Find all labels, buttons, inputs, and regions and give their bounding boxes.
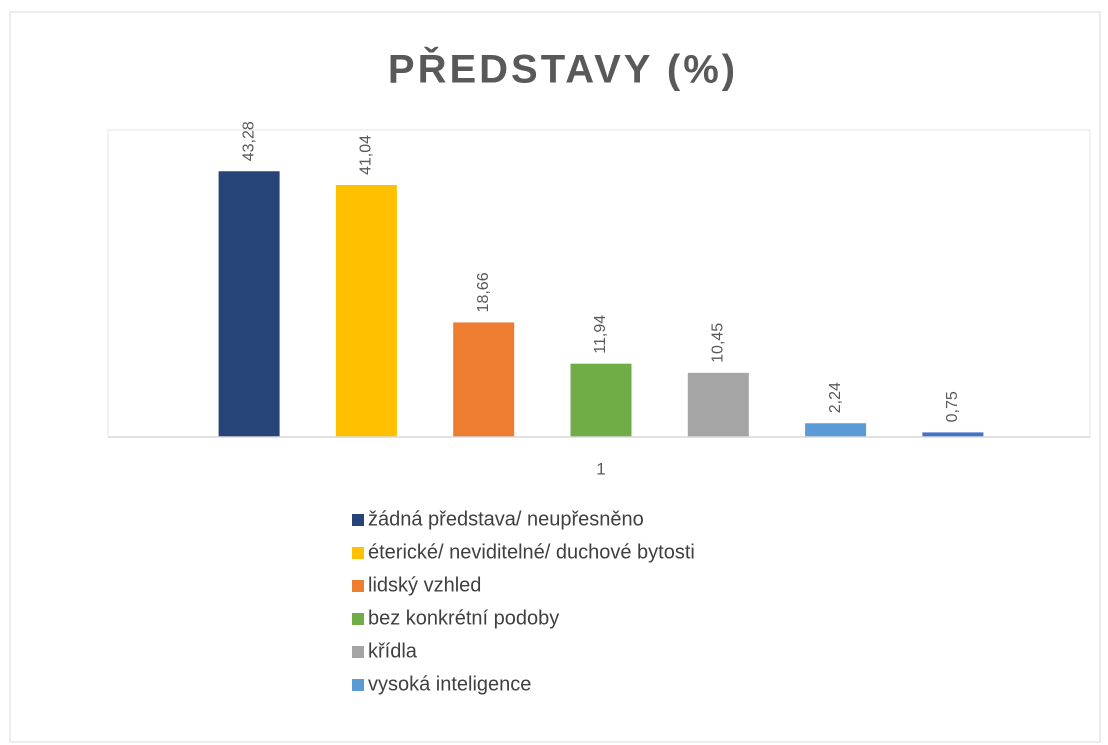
bar — [922, 432, 984, 437]
bar — [570, 363, 632, 437]
legend-label: žádná představa/ neupřesněno — [368, 508, 644, 530]
bar — [805, 423, 867, 437]
legend-label: lidský vzhled — [368, 574, 481, 596]
data-label: 10,45 — [710, 323, 727, 363]
legend-swatch — [352, 547, 364, 559]
data-label: 0,75 — [944, 391, 961, 422]
bar — [218, 171, 280, 437]
data-label: 11,94 — [592, 315, 609, 354]
data-label: 2,24 — [827, 382, 844, 413]
legend-swatch — [352, 514, 364, 526]
data-label: 18,66 — [475, 272, 492, 312]
chart-border — [9, 11, 1101, 743]
x-tick-label: 1 — [596, 459, 605, 478]
legend-swatch — [352, 613, 364, 625]
legend-swatch — [352, 646, 364, 658]
legend-swatch — [352, 679, 364, 691]
data-label: 43,28 — [240, 121, 257, 161]
data-label: 41,04 — [358, 135, 375, 175]
chart-title: PŘEDSTAVY (%) — [388, 46, 738, 92]
legend-label: vysoká inteligence — [368, 673, 531, 695]
bar — [335, 185, 397, 437]
legend-label: éterické/ neviditelné/ duchové bytosti — [368, 541, 695, 563]
bar — [453, 322, 515, 437]
bar — [687, 372, 749, 437]
legend-swatch — [352, 580, 364, 592]
legend-label: bez konkrétní podoby — [368, 607, 559, 629]
legend-label: křídla — [368, 640, 418, 662]
